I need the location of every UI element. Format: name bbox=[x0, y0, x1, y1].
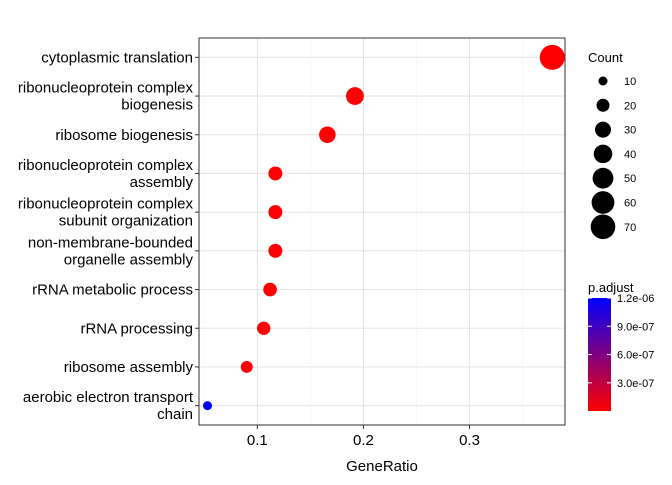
color-legend-label: 1.2e-06 bbox=[617, 293, 654, 305]
data-point bbox=[263, 282, 277, 297]
data-point bbox=[346, 87, 364, 105]
data-point bbox=[268, 166, 283, 181]
panel-border bbox=[198, 37, 566, 426]
color-legend-label: 6.0e-07 bbox=[617, 350, 654, 362]
data-point bbox=[319, 126, 336, 144]
size-legend-key bbox=[593, 144, 613, 164]
plot-panel bbox=[199, 38, 565, 425]
size-legend-label: 10 bbox=[624, 76, 636, 88]
data-point bbox=[240, 360, 253, 373]
data-point bbox=[202, 401, 212, 411]
data-point bbox=[268, 243, 283, 258]
size-legend-label: 40 bbox=[624, 149, 636, 161]
x-tick-label: 0.2 bbox=[353, 432, 374, 449]
size-legend-label: 30 bbox=[624, 125, 636, 137]
size-legend-key bbox=[598, 76, 608, 86]
color-legend-bar bbox=[588, 298, 611, 411]
y-tick-label: ribonucleoprotein complex assembly bbox=[18, 157, 194, 191]
size-legend-label: 70 bbox=[624, 222, 636, 234]
size-legend-title: Count bbox=[588, 50, 623, 65]
y-tick-label: rRNA processing bbox=[80, 320, 193, 337]
size-legend-key bbox=[591, 191, 615, 214]
data-point bbox=[257, 321, 271, 335]
x-tick-label: 0.1 bbox=[247, 432, 268, 449]
color-legend-title: p.adjust bbox=[588, 280, 634, 295]
x-axis-title: GeneRatio bbox=[346, 458, 418, 475]
y-tick-label: aerobic electron transport chain bbox=[23, 389, 194, 423]
color-legend-label: 9.0e-07 bbox=[617, 321, 654, 333]
y-tick-label: ribonucleoprotein complex subunit organiz… bbox=[18, 196, 194, 230]
size-legend-key bbox=[592, 167, 614, 189]
size-legend-key bbox=[590, 214, 616, 240]
data-point bbox=[268, 205, 283, 220]
size-legend-key bbox=[594, 121, 612, 138]
y-tick-label: rRNA metabolic process bbox=[32, 282, 193, 299]
y-tick-label: non-membrane-bounded organelle assembly bbox=[28, 234, 194, 268]
y-tick-label: cytoplasmic translation bbox=[41, 49, 193, 66]
size-legend-label: 60 bbox=[624, 198, 636, 210]
size-legend-key bbox=[596, 98, 610, 112]
data-point bbox=[539, 44, 565, 70]
size-legend-label: 20 bbox=[624, 100, 636, 112]
y-tick-label: ribonucleoprotein complex biogenesis bbox=[18, 80, 194, 114]
y-tick-label: ribosome assembly bbox=[64, 359, 194, 376]
y-tick-label: ribosome biogenesis bbox=[55, 127, 193, 144]
color-legend-label: 3.0e-07 bbox=[617, 378, 654, 390]
x-tick-label: 0.3 bbox=[459, 432, 480, 449]
size-legend-label: 50 bbox=[624, 173, 636, 185]
